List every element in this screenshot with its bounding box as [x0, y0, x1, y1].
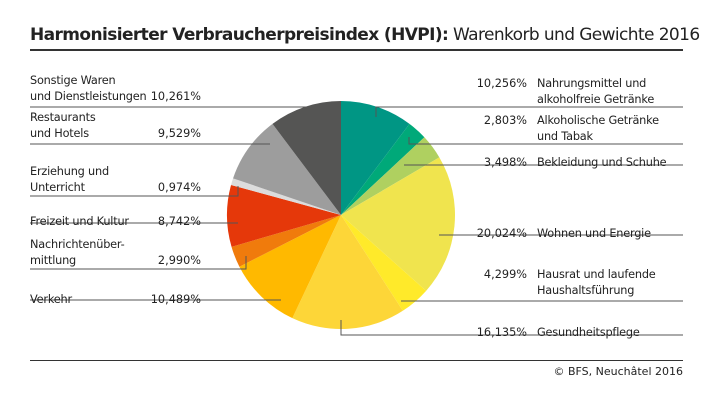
slice-label-line: und Dienstleistungen [30, 90, 147, 103]
slice-label: Sonstige Waren und Dienstleistungen [30, 73, 147, 105]
pie-slice [341, 123, 425, 215]
source-note: © BFS, Neuchâtel 2016 [553, 365, 683, 378]
slice-value-label: 9,529% [157, 127, 201, 140]
leader-line [30, 186, 239, 197]
slice-label-line: mittlung [30, 254, 77, 267]
slice-label-line: und Hotels [30, 127, 89, 140]
slice-value-label: 2,990% [157, 254, 201, 267]
slice-value-label: 0,974% [157, 181, 201, 194]
pie-slice [231, 215, 341, 267]
slice-label-line: Hausrat und laufende [537, 268, 656, 281]
title-rule [30, 49, 683, 51]
slice-label: Erziehung und Unterricht [30, 164, 109, 196]
slice-label-line: Sonstige Waren [30, 74, 116, 87]
pie-slice [239, 215, 341, 319]
slice-label: Alkoholische Getränke und Tabak [537, 113, 659, 145]
pie-slice [341, 101, 410, 215]
slice-label-line: Nahrungsmittel und [537, 77, 647, 90]
pie-slice [227, 185, 341, 247]
leader-line [375, 106, 683, 117]
chart-title: Harmonisierter Verbraucherpreisindex (HV… [30, 25, 700, 45]
slice-label: Bekleidung und Schuhe [537, 155, 667, 171]
pie-slice [341, 215, 427, 311]
slice-label: Verkehr [30, 292, 72, 308]
pie-slice [231, 178, 341, 215]
leader-line [408, 137, 683, 145]
slice-value-label: 10,261% [150, 90, 201, 103]
slice-label-line: Alkoholische Getränke [537, 114, 659, 127]
pie-slice [341, 137, 440, 215]
leader-line [30, 256, 247, 270]
slice-label: Nachrichtenüber-mittlung [30, 237, 125, 269]
slice-value-label: 16,135% [476, 326, 527, 339]
slice-value-label: 3,498% [483, 156, 527, 169]
slice-label-line: Wohnen und Energie [537, 227, 651, 240]
slice-label-line: alkoholfreie Getränke [537, 93, 655, 106]
slice-value-label: 2,803% [483, 114, 527, 127]
slice-label-line: Unterricht [30, 181, 85, 194]
slice-value-label: 20,024% [476, 227, 527, 240]
slice-label-line: Erziehung und [30, 165, 109, 178]
slice-label-line: Nachrichtenüber- [30, 238, 125, 251]
slice-value-label: 10,256% [476, 77, 527, 90]
pie-slice [341, 157, 455, 291]
slice-label: Nahrungsmittel und alkoholfreie Getränke [537, 76, 654, 108]
slice-label: Hausrat und laufende Haushaltsführung [537, 267, 656, 299]
slice-value-label: 10,489% [150, 293, 201, 306]
slice-label-line: Haushaltsführung [537, 284, 635, 297]
slice-label-line: Freizeit und Kultur [30, 215, 129, 228]
slice-label: Wohnen und Energie [537, 226, 651, 242]
pie-slice [233, 123, 341, 215]
slice-label-line: Bekleidung und Schuhe [537, 156, 667, 169]
footer-rule [30, 360, 683, 361]
slice-value-label: 4,299% [483, 268, 527, 281]
slice-label-line: Restaurants [30, 111, 96, 124]
slice-label-line: Gesundheitspflege [537, 326, 640, 339]
slice-label: Gesundheitspflege [537, 325, 640, 341]
slice-label-line: Verkehr [30, 293, 72, 306]
slice-label: Freizeit und Kultur [30, 214, 129, 230]
slice-value-label: 8,742% [157, 215, 201, 228]
leader-line [340, 320, 683, 336]
slice-label-line: und Tabak [537, 130, 593, 143]
pie-slice [272, 101, 341, 215]
pie-slice [292, 215, 403, 329]
slice-label: Restaurants und Hotels [30, 110, 96, 142]
